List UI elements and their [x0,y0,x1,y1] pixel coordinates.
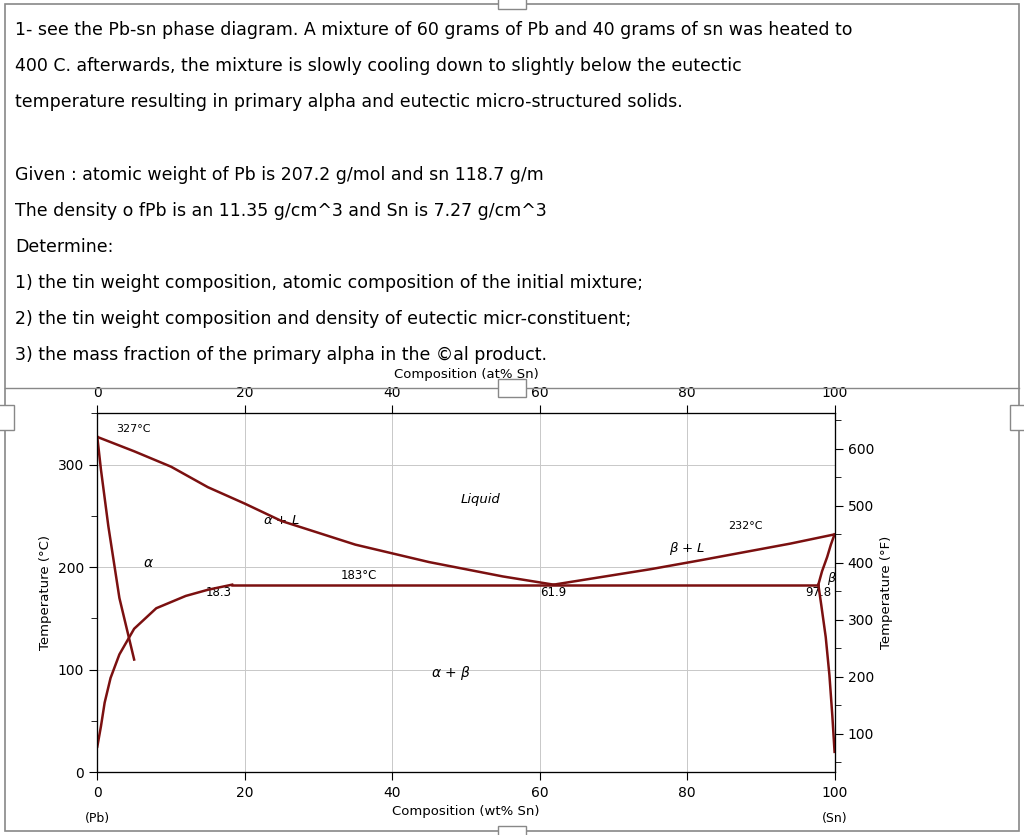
Y-axis label: Temperature (°C): Temperature (°C) [39,535,52,650]
Text: 1) the tin weight composition, atomic composition of the initial mixture;: 1) the tin weight composition, atomic co… [15,274,643,291]
Text: 1- see the Pb-sn phase diagram. A mixture of 60 grams of Pb and 40 grams of sn w: 1- see the Pb-sn phase diagram. A mixtur… [15,22,853,39]
Text: 400 C. afterwards, the mixture is slowly cooling down to slightly below the eute: 400 C. afterwards, the mixture is slowly… [15,58,742,75]
Text: 3) the mass fraction of the primary alpha in the ©al product.: 3) the mass fraction of the primary alph… [15,346,548,364]
Text: The density o fPb is an 11.35 g/cm^3 and Sn is 7.27 g/cm^3: The density o fPb is an 11.35 g/cm^3 and… [15,201,547,220]
Text: $\alpha$ + $\beta$: $\alpha$ + $\beta$ [431,664,471,682]
Text: 97.8: 97.8 [805,586,831,599]
X-axis label: Composition (wt% Sn): Composition (wt% Sn) [392,805,540,818]
Text: (Sn): (Sn) [821,812,848,825]
Text: Determine:: Determine: [15,238,114,256]
Y-axis label: Temperature (°F): Temperature (°F) [880,536,893,650]
Text: 327°C: 327°C [116,424,151,434]
Text: temperature resulting in primary alpha and eutectic micro-structured solids.: temperature resulting in primary alpha a… [15,94,683,111]
Text: 2) the tin weight composition and density of eutectic micr-constituent;: 2) the tin weight composition and densit… [15,310,632,328]
Text: $\beta$ + $L$: $\beta$ + $L$ [669,539,706,557]
Text: Liquid: Liquid [461,493,501,505]
X-axis label: Composition (at% Sn): Composition (at% Sn) [393,367,539,381]
Text: $\alpha$ + $L$: $\alpha$ + $L$ [263,514,300,527]
Text: 18.3: 18.3 [206,586,231,599]
Text: 61.9: 61.9 [541,586,566,599]
Text: $\alpha$: $\alpha$ [143,556,155,570]
Text: 232°C: 232°C [728,521,762,531]
Text: $\beta$: $\beta$ [827,569,837,586]
Text: 183°C: 183°C [341,569,377,581]
Text: Given : atomic weight of Pb is 207.2 g/mol and sn 118.7 g/m: Given : atomic weight of Pb is 207.2 g/m… [15,165,544,184]
Text: (Pb): (Pb) [85,812,110,825]
